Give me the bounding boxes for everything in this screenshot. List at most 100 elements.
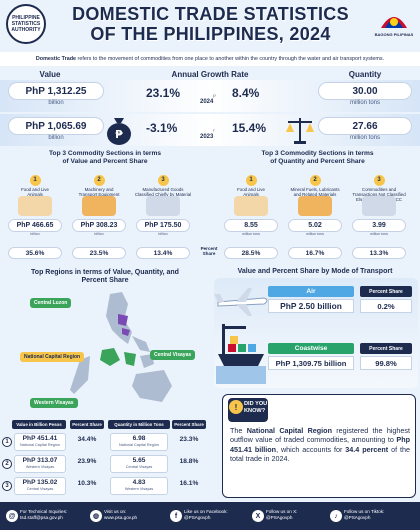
- number-badge-3: 3: [373, 174, 385, 186]
- value-2024-unit: billion: [48, 100, 64, 106]
- top3_value-value-2: PhP 308.23: [72, 219, 126, 232]
- region-quantity-box: 6.98 National Capital Region: [110, 433, 168, 451]
- item-label-line2: Animals: [243, 192, 259, 197]
- definition-term: Domestic Trade: [35, 56, 77, 62]
- top3_value-illustration-icon-1: [18, 196, 52, 216]
- footer: [0, 502, 420, 530]
- top3_value-share-1: 35.6%: [8, 247, 62, 259]
- top3_value-illustration-icon-2: [82, 196, 116, 216]
- top3_value-item-2: 2 Machinery and Transport Equipment: [70, 168, 128, 197]
- page-title-line1: DOMESTIC TRADE STATISTICS: [72, 4, 349, 24]
- top3-value-title: Top 3 Commodity Sections in terms of Val…: [49, 150, 161, 165]
- mode-coastwise-value: PhP 1,309.75 billion: [268, 356, 354, 370]
- region-value-share: 34.4%: [77, 436, 97, 443]
- page-title-line2: OF THE PHILIPPINES, 2024: [90, 24, 331, 44]
- item-label-line2: Animals: [27, 192, 43, 197]
- item-label-line2: Transactions Not Classified: [352, 192, 406, 197]
- psa-logo: PHILIPPINE STATISTICS AUTHORITY: [6, 4, 46, 44]
- visit-url-link[interactable]: www.psa.gov.ph: [104, 515, 138, 520]
- top3_value-unit-2: billion: [94, 232, 104, 236]
- quantity-2023: 27.66: [318, 117, 412, 135]
- x-icon: X: [252, 510, 264, 522]
- inquiries-email-link[interactable]: tsd.staff@psa.gov.ph: [20, 515, 63, 520]
- top3_value-share-3: 13.4%: [136, 247, 190, 259]
- region-quantity-name: National Capital Region: [119, 443, 159, 447]
- item-label-line1: Commodities and: [361, 187, 397, 192]
- tiktok-link[interactable]: @PSAgovph: [344, 515, 371, 520]
- top3_quantity-item-1: 1 Food and Live Animals: [222, 168, 280, 197]
- region-quantity: 6.98: [132, 435, 146, 442]
- value-2023-unit: billion: [48, 135, 64, 141]
- psa-logo-text: PHILIPPINE STATISTICS AUTHORITY: [11, 15, 41, 33]
- number-badge-2: 2: [309, 174, 321, 186]
- globe-icon: ◍: [90, 510, 102, 522]
- map-label-western-visayas: Western Visayas: [30, 398, 78, 408]
- footer-visit: Visit us on: www.psa.gov.ph: [104, 509, 138, 520]
- scale-icon: [286, 118, 314, 144]
- region-value-box: PhP 451.41 National Capital Region: [14, 433, 66, 451]
- region-value-box: PhP 135.02 Central Visayas: [14, 477, 66, 495]
- header: [0, 0, 420, 50]
- did-you-know-text: The National Capital Region registered t…: [230, 426, 410, 464]
- item-label-line1: Food and Live: [237, 187, 265, 192]
- tiktok-icon: ♪: [330, 510, 342, 522]
- value-2023: PhP 1,065.69: [8, 117, 104, 135]
- number-badge-1: 1: [245, 174, 257, 186]
- money-bag-icon: ₱: [107, 118, 131, 145]
- region-quantity-name: Central Visayas: [125, 465, 153, 469]
- regions-title: Top Regions in terms of Value, Quantity,…: [31, 269, 179, 284]
- value-head: Value: [39, 70, 61, 79]
- region-quantity: 5.65: [132, 457, 146, 464]
- number-badge-1: 1: [29, 174, 41, 186]
- top3_value-unit-3: billion: [158, 232, 168, 236]
- did-you-know-label: DID YOU KNOW?: [244, 401, 268, 414]
- mode-coastwise-share: 99.8%: [360, 356, 412, 370]
- top3_quantity-share-1: 28.5%: [224, 247, 278, 259]
- region-value-name: Western Visayas: [25, 465, 55, 469]
- region-value: PhP 451.41: [22, 435, 58, 442]
- region-quantity-share: 18.8%: [179, 458, 199, 465]
- region-quantity-box: 5.65 Central Visayas: [110, 455, 168, 473]
- top3_quantity-share-3: 13.3%: [352, 247, 406, 259]
- mode-air-name: Air: [268, 286, 354, 297]
- top3_quantity-value-1: 8.55: [224, 219, 278, 232]
- region-value-share: 10.3%: [77, 480, 97, 487]
- mode-air-value: PhP 2.50 billion: [268, 299, 354, 313]
- quantity-rate-2023: 15.4%: [232, 121, 267, 135]
- map-label-central-visayas: Central Visayas: [150, 350, 196, 360]
- top3_quantity-share-2: 16.7%: [288, 247, 342, 259]
- email-icon: @: [6, 510, 18, 522]
- value-rate-2024: 23.1%: [146, 86, 181, 100]
- top3-quantity-title: Top 3 Commodity Sections in terms of Qua…: [261, 150, 374, 165]
- percent-share-label: Percent Share: [200, 246, 218, 256]
- mode-coastwise-share-label: Percent Share: [360, 343, 412, 354]
- top3_quantity-illustration-icon-2: [298, 196, 332, 216]
- item-label-line2: and Related Materials: [293, 192, 337, 197]
- top3_value-share-2: 23.5%: [72, 247, 126, 259]
- transport-title: Value and Percent Share by Mode of Trans…: [237, 268, 393, 275]
- top3_quantity-value-2: 5.02: [288, 219, 342, 232]
- regions-head-quantity: Quantity in Million Tons: [108, 420, 170, 429]
- region-row: 1 PhP 451.41 National Capital Region 34.4% 6…: [2, 432, 210, 452]
- svg-text:₱: ₱: [115, 128, 123, 141]
- mode-air-share: 0.2%: [360, 299, 412, 313]
- lightbulb-icon: !: [229, 400, 243, 414]
- x-link[interactable]: @PSAgovph: [266, 515, 293, 520]
- region-quantity-box: 4.83 Western Visayas: [110, 477, 168, 495]
- facebook-link[interactable]: @PSAgovph: [184, 515, 211, 520]
- mode-coastwise-name: Coastwise: [268, 343, 354, 354]
- year-2023: 2023r: [200, 127, 215, 140]
- quantity-rate-2024: 8.4%: [232, 86, 260, 100]
- top3_quantity-illustration-icon-1: [234, 196, 268, 216]
- top3_value-value-1: PhP 466.65: [8, 219, 62, 232]
- rate-head: Annual Growth Rate: [171, 70, 249, 79]
- definition-text: refers to the movement of commodities fr…: [76, 56, 385, 62]
- region-quantity-name: Western Visayas: [124, 487, 154, 491]
- footer-inquiries: For Technical Inquiries: tsd.staff@psa.g…: [20, 509, 68, 520]
- region-value: PhP 313.07: [22, 457, 58, 464]
- bagong-pilipinas-text: BAGONG PILIPINAS: [374, 32, 414, 37]
- number-badge-3: 3: [157, 174, 169, 186]
- quantity-2024-unit: million tons: [349, 100, 380, 106]
- footer-tiktok: Follow us on Tiktok: @PSAgovph: [344, 509, 385, 520]
- philippines-map: [70, 292, 172, 402]
